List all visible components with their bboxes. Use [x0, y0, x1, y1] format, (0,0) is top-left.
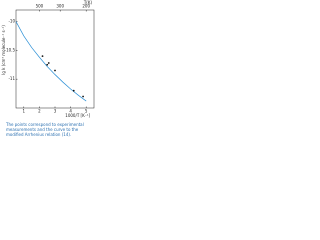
data-point	[54, 69, 56, 72]
chart: T(K) 1000/T [K⁻¹] lg k (cm³ molecule⁻¹ s…	[1, 0, 95, 118]
x-tick-label: 2	[38, 109, 41, 114]
top-tick-label: 300	[56, 4, 64, 9]
caption: The points correspond to experimental me…	[6, 122, 84, 137]
data-point	[46, 63, 49, 66]
x-tick-label: 3	[54, 109, 57, 114]
y-tick-label: -10	[8, 19, 15, 24]
figure: T(K) 1000/T [K⁻¹] lg k (cm³ molecule⁻¹ s…	[0, 0, 100, 150]
data-point	[72, 89, 75, 92]
top-axis-label: T(K)	[83, 0, 93, 5]
top-tick-label: 200	[82, 4, 90, 9]
x-tick-label: 4	[69, 109, 72, 114]
page: T(K) 1000/T [K⁻¹] lg k (cm³ molecule⁻¹ s…	[0, 0, 100, 150]
x-tick-label: 1	[23, 109, 26, 114]
y-axis-label: lg k (cm³ molecule⁻¹ s⁻¹)	[1, 25, 6, 75]
plot-frame	[15, 9, 95, 109]
data-point	[47, 62, 50, 64]
y-tick-label: -10.5	[5, 47, 16, 52]
data-point	[41, 55, 44, 58]
x-tick-label: 5	[85, 109, 88, 114]
fit-curve	[15, 21, 87, 102]
x-axis-label: 1000/T [K⁻¹]	[65, 113, 90, 118]
data-point	[82, 95, 84, 98]
y-tick-label: -11	[8, 76, 15, 81]
top-tick-label: 500	[36, 4, 44, 9]
